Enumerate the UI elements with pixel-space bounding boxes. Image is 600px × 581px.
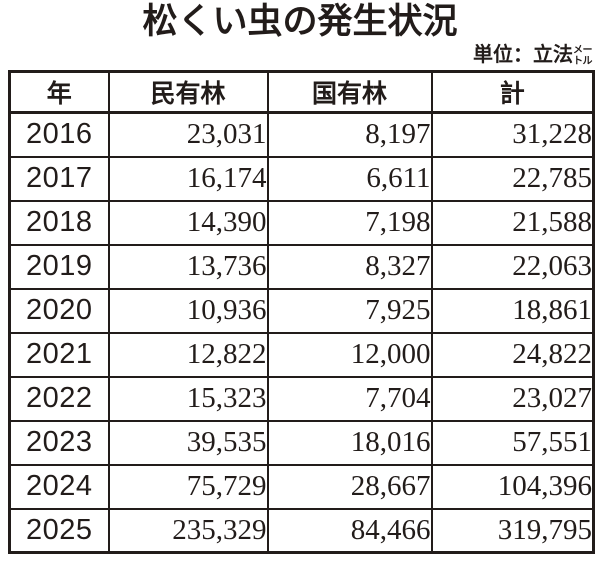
- private-forest-cell: 235,329: [107, 507, 269, 554]
- private-forest-cell: 15,323: [107, 375, 269, 422]
- national-forest-cell: 18,016: [266, 419, 433, 466]
- year-cell: 2024: [8, 463, 110, 510]
- header-year: 年: [8, 70, 110, 114]
- table-row: 2019 13,736 8,327 22,063: [8, 243, 595, 290]
- unit-label: 単位：立法 メー トル: [8, 43, 593, 68]
- private-forest-cell: 75,729: [107, 463, 269, 510]
- national-forest-cell: 6,611: [266, 155, 433, 202]
- year-cell: 2025: [8, 507, 110, 554]
- table-row: 2021 12,822 12,000 24,822: [8, 331, 595, 378]
- page-title: 松くい虫の発生状況: [142, 2, 458, 41]
- unit-label-prefix: 単位：立法: [473, 43, 573, 66]
- table-row: 2016 23,031 8,197 31,228: [8, 111, 595, 158]
- total-cell: 23,027: [430, 375, 595, 422]
- unit-label-small-bottom: トル: [573, 55, 593, 67]
- total-cell: 24,822: [430, 331, 595, 378]
- total-cell: 319,795: [430, 507, 595, 554]
- private-forest-cell: 13,736: [107, 243, 269, 290]
- table-row: 2023 39,535 18,016 57,551: [8, 419, 595, 466]
- year-cell: 2016: [8, 111, 110, 158]
- total-cell: 104,396: [430, 463, 595, 510]
- national-forest-cell: 7,925: [266, 287, 433, 334]
- national-forest-cell: 84,466: [266, 507, 433, 554]
- total-cell: 18,861: [430, 287, 595, 334]
- table-row: 2017 16,174 6,611 22,785: [8, 155, 595, 202]
- national-forest-cell: 7,704: [266, 375, 433, 422]
- table-row: 2018 14,390 7,198 21,588: [8, 199, 595, 246]
- national-forest-cell: 8,197: [266, 111, 433, 158]
- national-forest-cell: 8,327: [266, 243, 433, 290]
- table-row: 2020 10,936 7,925 18,861: [8, 287, 595, 334]
- national-forest-cell: 12,000: [266, 331, 433, 378]
- national-forest-cell: 7,198: [266, 199, 433, 246]
- total-cell: 22,785: [430, 155, 595, 202]
- occurrence-table: 年 民有林 国有林 計 2016 23,031 8,197 31,228 2017 16,…: [8, 70, 595, 554]
- year-cell: 2017: [8, 155, 110, 202]
- unit-label-small-stack: メー トル: [573, 45, 593, 67]
- header-national-forest: 国有林: [266, 70, 433, 114]
- year-cell: 2018: [8, 199, 110, 246]
- private-forest-cell: 23,031: [107, 111, 269, 158]
- year-cell: 2019: [8, 243, 110, 290]
- total-cell: 31,228: [430, 111, 595, 158]
- table-header-row: 年 民有林 国有林 計: [8, 70, 595, 114]
- private-forest-cell: 39,535: [107, 419, 269, 466]
- national-forest-cell: 28,667: [266, 463, 433, 510]
- private-forest-cell: 10,936: [107, 287, 269, 334]
- private-forest-cell: 16,174: [107, 155, 269, 202]
- year-cell: 2021: [8, 331, 110, 378]
- total-cell: 57,551: [430, 419, 595, 466]
- table-body: 2016 23,031 8,197 31,228 2017 16,174 6,611 22,7…: [8, 111, 595, 554]
- table-row: 2024 75,729 28,667 104,396: [8, 463, 595, 510]
- year-cell: 2020: [8, 287, 110, 334]
- total-cell: 22,063: [430, 243, 595, 290]
- header-private-forest: 民有林: [107, 70, 269, 114]
- total-cell: 21,588: [430, 199, 595, 246]
- year-cell: 2022: [8, 375, 110, 422]
- year-cell: 2023: [8, 419, 110, 466]
- table-row: 2025 235,329 84,466 319,795: [8, 507, 595, 554]
- table-row: 2022 15,323 7,704 23,027: [8, 375, 595, 422]
- unit-label-small-top: メー: [573, 45, 593, 56]
- header-total: 計: [430, 70, 595, 114]
- private-forest-cell: 12,822: [107, 331, 269, 378]
- private-forest-cell: 14,390: [107, 199, 269, 246]
